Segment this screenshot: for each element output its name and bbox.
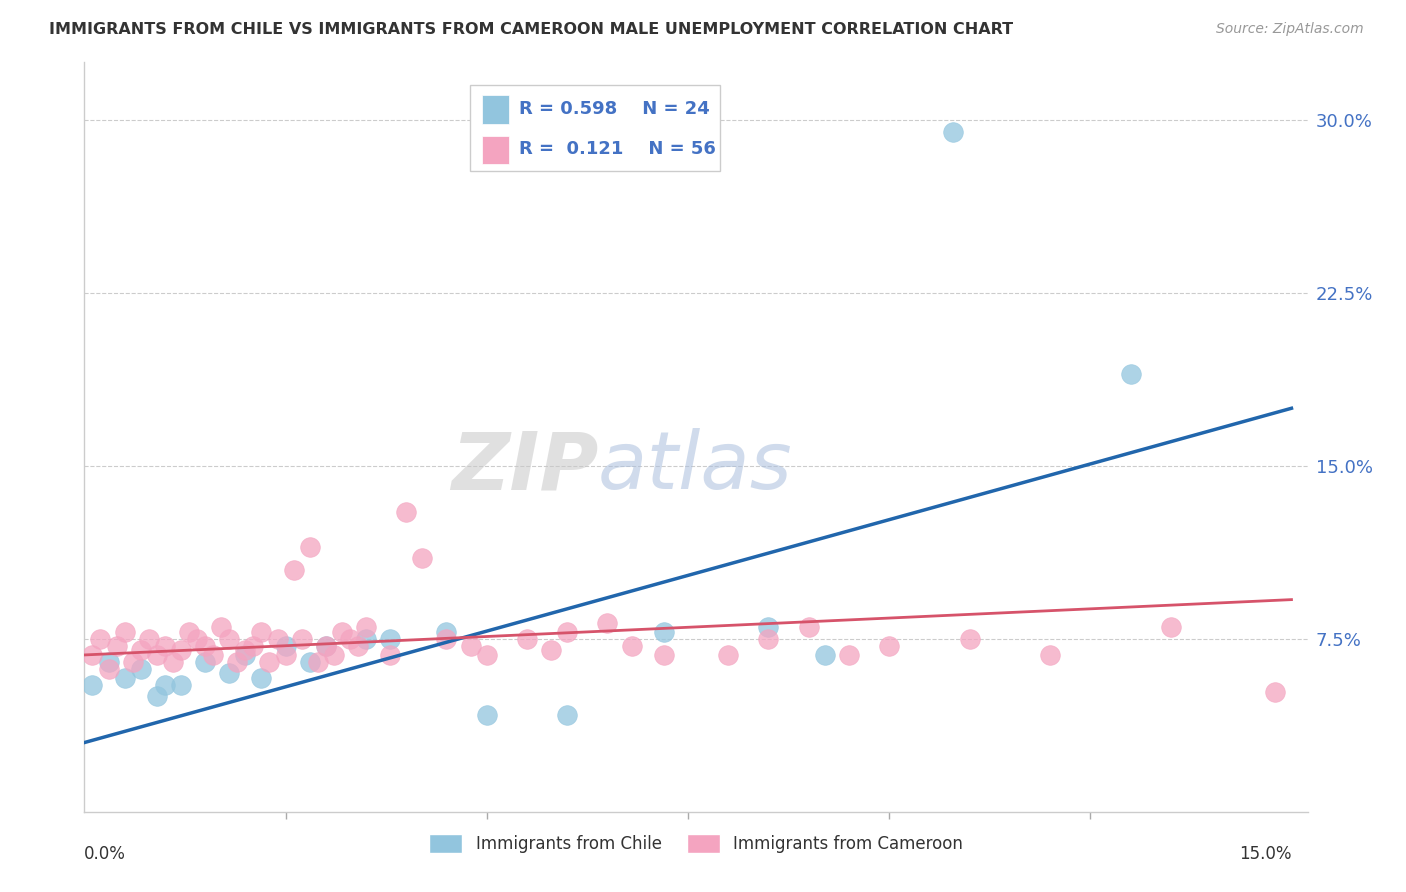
Point — [266, 632, 288, 646]
Text: 15.0%: 15.0% — [1239, 846, 1292, 863]
Point — [274, 648, 297, 662]
Text: ZIP: ZIP — [451, 428, 598, 506]
Point — [411, 551, 433, 566]
Point — [114, 624, 136, 639]
Point — [194, 639, 217, 653]
Point — [283, 563, 305, 577]
Point — [170, 678, 193, 692]
Point — [202, 648, 225, 662]
Point — [516, 632, 538, 646]
Point — [380, 648, 402, 662]
FancyBboxPatch shape — [482, 136, 509, 164]
Point — [114, 671, 136, 685]
Point — [186, 632, 208, 646]
Point — [460, 639, 482, 653]
Text: R =  0.121    N = 56: R = 0.121 N = 56 — [519, 140, 716, 158]
Point — [339, 632, 361, 646]
Point — [395, 505, 418, 519]
Point — [436, 632, 458, 646]
Point — [322, 648, 344, 662]
Point — [347, 639, 370, 653]
Point — [242, 639, 264, 653]
Point — [540, 643, 562, 657]
Text: R = 0.598    N = 24: R = 0.598 N = 24 — [519, 100, 710, 118]
Point — [177, 624, 200, 639]
Point — [218, 666, 240, 681]
Point — [291, 632, 314, 646]
Text: Source: ZipAtlas.com: Source: ZipAtlas.com — [1216, 22, 1364, 37]
Point — [153, 678, 176, 692]
Point — [555, 624, 578, 639]
Legend: Immigrants from Chile, Immigrants from Cameroon: Immigrants from Chile, Immigrants from C… — [422, 827, 970, 860]
Point — [129, 643, 152, 657]
Point — [652, 648, 675, 662]
Point — [620, 639, 643, 653]
Point — [717, 648, 740, 662]
Point — [250, 671, 273, 685]
Point — [475, 648, 498, 662]
Point — [233, 648, 256, 662]
Point — [838, 648, 860, 662]
Point — [105, 639, 128, 653]
Point — [233, 643, 256, 657]
Point — [226, 655, 249, 669]
Point — [380, 632, 402, 646]
Point — [652, 624, 675, 639]
Point — [259, 655, 281, 669]
Point — [146, 690, 169, 704]
Point — [89, 632, 111, 646]
Point — [153, 639, 176, 653]
Text: IMMIGRANTS FROM CHILE VS IMMIGRANTS FROM CAMEROON MALE UNEMPLOYMENT CORRELATION : IMMIGRANTS FROM CHILE VS IMMIGRANTS FROM… — [49, 22, 1014, 37]
Point — [307, 655, 329, 669]
FancyBboxPatch shape — [470, 85, 720, 171]
Point — [82, 678, 104, 692]
Point — [555, 707, 578, 722]
Point — [315, 639, 337, 653]
Point — [209, 620, 232, 634]
Point — [942, 125, 965, 139]
Point — [170, 643, 193, 657]
Point — [436, 624, 458, 639]
Point — [1039, 648, 1062, 662]
Point — [315, 639, 337, 653]
FancyBboxPatch shape — [482, 95, 509, 124]
Point — [1160, 620, 1182, 634]
Text: 0.0%: 0.0% — [84, 846, 127, 863]
Point — [596, 615, 619, 630]
Point — [298, 655, 321, 669]
Point — [97, 655, 120, 669]
Point — [162, 655, 184, 669]
Point — [129, 662, 152, 676]
Point — [814, 648, 837, 662]
Point — [877, 639, 900, 653]
Point — [330, 624, 353, 639]
Text: atlas: atlas — [598, 428, 793, 506]
Point — [354, 620, 377, 634]
Point — [274, 639, 297, 653]
Point — [797, 620, 820, 634]
Point — [1264, 685, 1286, 699]
Point — [959, 632, 981, 646]
Point — [354, 632, 377, 646]
Point — [138, 632, 160, 646]
Point — [298, 540, 321, 554]
Point — [1119, 367, 1142, 381]
Point — [194, 655, 217, 669]
Point — [758, 620, 780, 634]
Point — [218, 632, 240, 646]
Point — [250, 624, 273, 639]
Point — [146, 648, 169, 662]
Point — [121, 655, 143, 669]
Point — [475, 707, 498, 722]
Point — [82, 648, 104, 662]
Point — [758, 632, 780, 646]
Point — [97, 662, 120, 676]
